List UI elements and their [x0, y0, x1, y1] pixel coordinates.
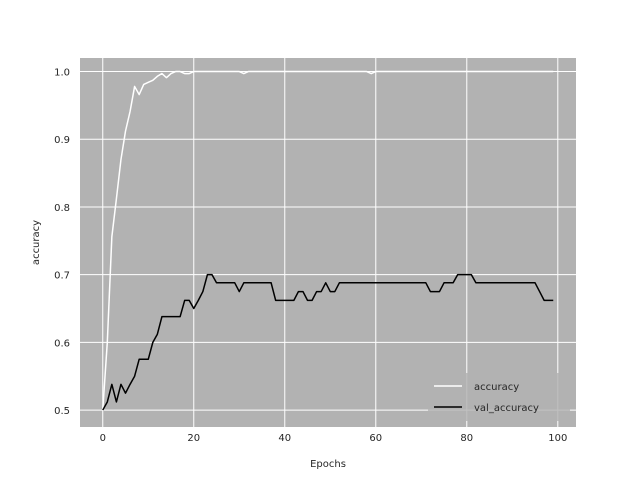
series-line-val-accuracy: [102, 273, 554, 411]
legend-label-val-accuracy: val_accuracy: [474, 403, 539, 414]
x-tick-label: 100: [548, 433, 567, 444]
series-lines: [102, 70, 554, 411]
legend: accuracy val_accuracy: [428, 373, 570, 421]
plot-background: [80, 58, 576, 427]
x-tick-label: 40: [278, 433, 291, 444]
y-tick-label: 1.0: [54, 68, 70, 79]
y-tick-label: 0.6: [54, 338, 70, 349]
y-tick-label: 0.9: [54, 135, 70, 146]
x-axis-ticks: 0 20 40 60 80 100: [100, 433, 568, 444]
x-tick-label: 20: [187, 433, 200, 444]
x-axis-title: Epochs: [310, 459, 346, 470]
x-tick-label: 80: [460, 433, 473, 444]
y-tick-label: 0.8: [54, 203, 70, 214]
legend-label-accuracy: accuracy: [474, 382, 519, 393]
series-line-accuracy: [102, 70, 554, 411]
y-axis-ticks: 0.5 0.6 0.7 0.8 0.9 1.0: [54, 68, 70, 418]
y-tick-label: 0.7: [54, 271, 70, 282]
x-tick-label: 0: [100, 433, 106, 444]
y-axis-title: accuracy: [31, 220, 42, 265]
x-tick-label: 60: [369, 433, 382, 444]
legend-box: [428, 373, 570, 421]
grid: [80, 58, 576, 427]
y-tick-label: 0.5: [54, 406, 70, 417]
